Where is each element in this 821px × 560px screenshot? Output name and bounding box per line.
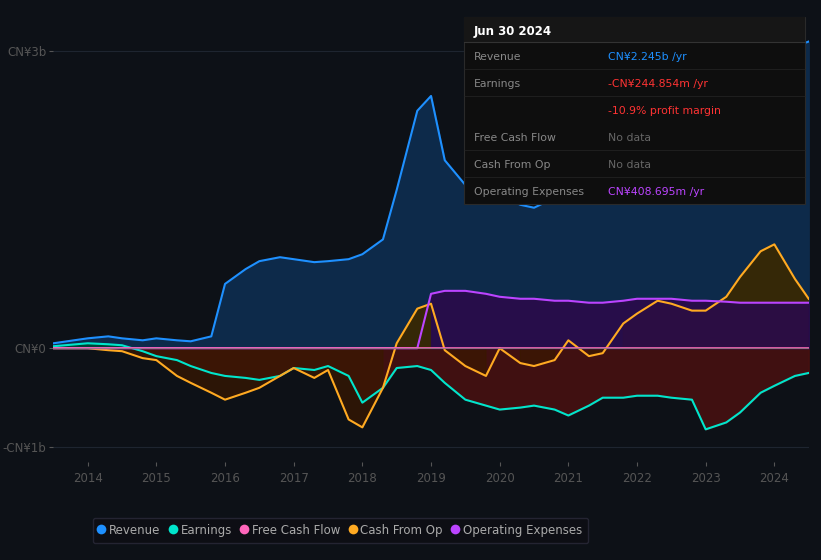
Text: Operating Expenses: Operating Expenses	[474, 187, 584, 197]
Text: Revenue: Revenue	[474, 52, 521, 62]
Text: Free Cash Flow: Free Cash Flow	[474, 133, 556, 143]
Text: -CN¥244.854m /yr: -CN¥244.854m /yr	[608, 79, 708, 89]
Text: No data: No data	[608, 160, 650, 170]
Text: No data: No data	[608, 133, 650, 143]
Legend: Revenue, Earnings, Free Cash Flow, Cash From Op, Operating Expenses: Revenue, Earnings, Free Cash Flow, Cash …	[93, 518, 588, 543]
Text: Earnings: Earnings	[474, 79, 521, 89]
Text: -10.9% profit margin: -10.9% profit margin	[608, 106, 720, 116]
Text: Cash From Op: Cash From Op	[474, 160, 550, 170]
Text: CN¥408.695m /yr: CN¥408.695m /yr	[608, 187, 704, 197]
Text: CN¥2.245b /yr: CN¥2.245b /yr	[608, 52, 686, 62]
Text: Jun 30 2024: Jun 30 2024	[474, 25, 552, 38]
